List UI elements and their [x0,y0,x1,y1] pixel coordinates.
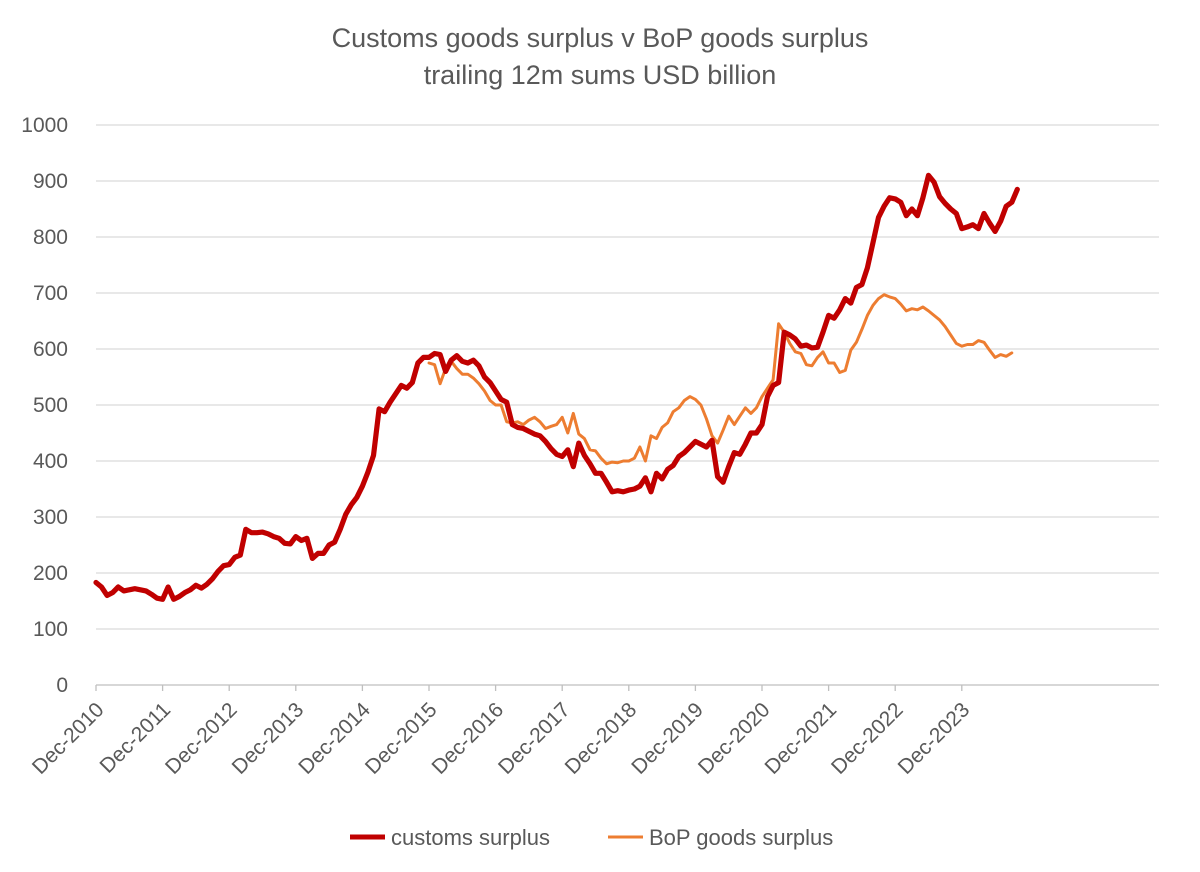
x-tick-label: Dec-2012 [161,698,242,779]
y-tick-label: 500 [33,394,68,417]
x-tick-label: Dec-2021 [760,698,841,779]
y-tick-label: 200 [33,562,68,585]
y-tick-label: 700 [33,282,68,305]
y-tick-label: 1000 [21,114,68,137]
y-tick-label: 100 [33,618,68,641]
gridlines [96,124,1159,686]
y-tick-label: 800 [33,226,68,249]
legend-label-customs-surplus: customs surplus [391,825,550,850]
x-tick-label: Dec-2020 [694,698,775,779]
x-axis-ticks: Dec-2010Dec-2011Dec-2012Dec-2013Dec-2014… [28,685,974,779]
x-tick-label: Dec-2016 [427,698,508,779]
series-line-bop-goods-surplus [427,293,1014,466]
legend-label-bop-goods-surplus: BoP goods surplus [649,825,833,850]
x-tick-label: Dec-2015 [361,698,442,779]
x-tick-label: Dec-2022 [827,698,908,779]
x-tick-label: Dec-2018 [561,698,642,779]
chart-subtitle: trailing 12m sums USD billion [424,60,777,90]
chart-title: Customs goods surplus v BoP goods surplu… [332,23,869,53]
y-tick-label: 300 [33,506,68,529]
legend: customs surplus BoP goods surplus [350,825,833,850]
x-tick-label: Dec-2023 [894,698,975,779]
y-tick-label: 600 [33,338,68,361]
y-axis-ticks: 0 100 200 300 400 500 600 700 800 900 1000 [21,114,68,697]
x-tick-label: Dec-2019 [627,698,708,779]
x-tick-label: Dec-2010 [28,698,109,779]
x-tick-label: Dec-2013 [228,698,309,779]
y-tick-label: 400 [33,450,68,473]
y-tick-label: 0 [56,674,68,697]
x-tick-label: Dec-2014 [294,698,375,779]
y-tick-label: 900 [33,170,68,193]
plot-area [93,172,1020,602]
x-tick-label: Dec-2017 [494,698,575,779]
series-line-customs-surplus [93,172,1020,602]
